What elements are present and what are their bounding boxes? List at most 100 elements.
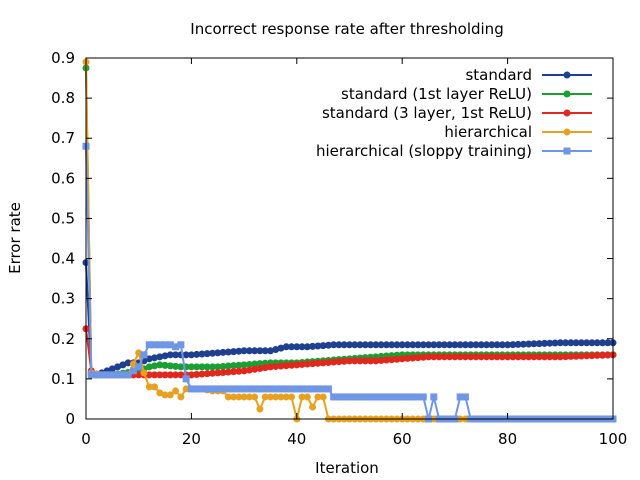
data-point — [593, 339, 601, 347]
y-tick-label: 0.9 — [51, 49, 75, 67]
legend-swatch-marker — [563, 90, 571, 98]
data-point — [551, 339, 559, 347]
data-point — [177, 341, 185, 349]
data-point — [193, 363, 201, 371]
data-point — [288, 361, 296, 369]
data-point — [208, 385, 216, 393]
data-point — [525, 353, 533, 361]
x-tick-label: 40 — [287, 430, 306, 448]
data-point — [251, 385, 259, 393]
data-point — [129, 367, 137, 375]
data-point — [530, 353, 538, 361]
data-point — [282, 343, 290, 351]
data-point — [156, 389, 164, 397]
data-point — [230, 393, 238, 401]
data-point — [240, 361, 248, 369]
data-point — [193, 350, 201, 358]
data-point — [177, 371, 185, 379]
data-point — [108, 371, 116, 379]
data-point — [446, 341, 454, 349]
x-tick-label: 60 — [393, 430, 412, 448]
y-tick-label: 0.8 — [51, 89, 75, 107]
data-point — [324, 358, 332, 366]
data-point — [240, 347, 248, 355]
data-point — [540, 339, 548, 347]
data-point — [340, 393, 348, 401]
data-point — [414, 393, 422, 401]
y-tick-label: 0.1 — [51, 370, 75, 388]
data-point — [588, 339, 596, 347]
data-point — [556, 353, 564, 361]
data-point — [472, 353, 480, 361]
legend-swatch-marker — [563, 71, 571, 79]
data-point — [361, 357, 369, 365]
data-point — [551, 353, 559, 361]
data-point — [556, 339, 564, 347]
data-point — [240, 393, 248, 401]
data-point — [245, 366, 253, 374]
data-point — [409, 341, 417, 349]
data-point — [103, 371, 111, 379]
data-point — [177, 363, 185, 371]
data-point — [572, 352, 580, 360]
data-point — [456, 393, 464, 401]
data-point — [135, 371, 143, 379]
data-point — [335, 341, 343, 349]
data-point — [298, 385, 306, 393]
data-point — [598, 351, 606, 359]
data-point — [461, 353, 469, 361]
data-point — [398, 355, 406, 363]
data-point — [203, 385, 211, 393]
data-point — [151, 383, 159, 391]
data-point — [140, 351, 148, 359]
data-point — [583, 339, 591, 347]
data-point — [224, 348, 232, 356]
data-point — [430, 393, 438, 401]
data-point — [251, 393, 259, 401]
data-point — [219, 385, 227, 393]
data-point — [166, 371, 174, 379]
data-point — [187, 363, 195, 371]
data-point — [230, 348, 238, 356]
data-point — [282, 385, 290, 393]
data-point — [604, 339, 612, 347]
data-point — [208, 363, 216, 371]
data-point — [161, 341, 169, 349]
legend-swatch-marker — [563, 109, 571, 117]
data-point — [488, 341, 496, 349]
data-point — [214, 349, 222, 357]
data-point — [261, 347, 269, 355]
data-point — [583, 352, 591, 360]
data-point — [577, 339, 585, 347]
x-axis-label: Iteration — [315, 459, 379, 477]
data-point — [519, 353, 527, 361]
data-point — [440, 353, 448, 361]
data-point — [214, 385, 222, 393]
data-point — [430, 341, 438, 349]
data-point — [567, 339, 575, 347]
data-point — [198, 370, 206, 378]
data-point — [335, 358, 343, 366]
x-tick-label: 20 — [182, 430, 201, 448]
data-point — [224, 362, 232, 370]
data-point — [435, 353, 443, 361]
data-point — [151, 371, 159, 379]
data-point — [467, 353, 475, 361]
data-point — [567, 352, 575, 360]
data-point — [266, 385, 274, 393]
data-point — [493, 341, 501, 349]
data-point — [477, 353, 485, 361]
data-point — [114, 371, 122, 379]
data-point — [245, 360, 253, 368]
data-point — [298, 393, 306, 401]
data-point — [346, 341, 353, 349]
data-point — [129, 360, 137, 368]
data-point — [293, 343, 301, 351]
data-point — [161, 371, 169, 379]
data-point — [314, 385, 322, 393]
y-tick-label: 0.7 — [51, 129, 75, 147]
data-point — [488, 353, 496, 361]
data-point — [467, 341, 475, 349]
data-point — [303, 393, 311, 401]
data-point — [377, 356, 385, 364]
